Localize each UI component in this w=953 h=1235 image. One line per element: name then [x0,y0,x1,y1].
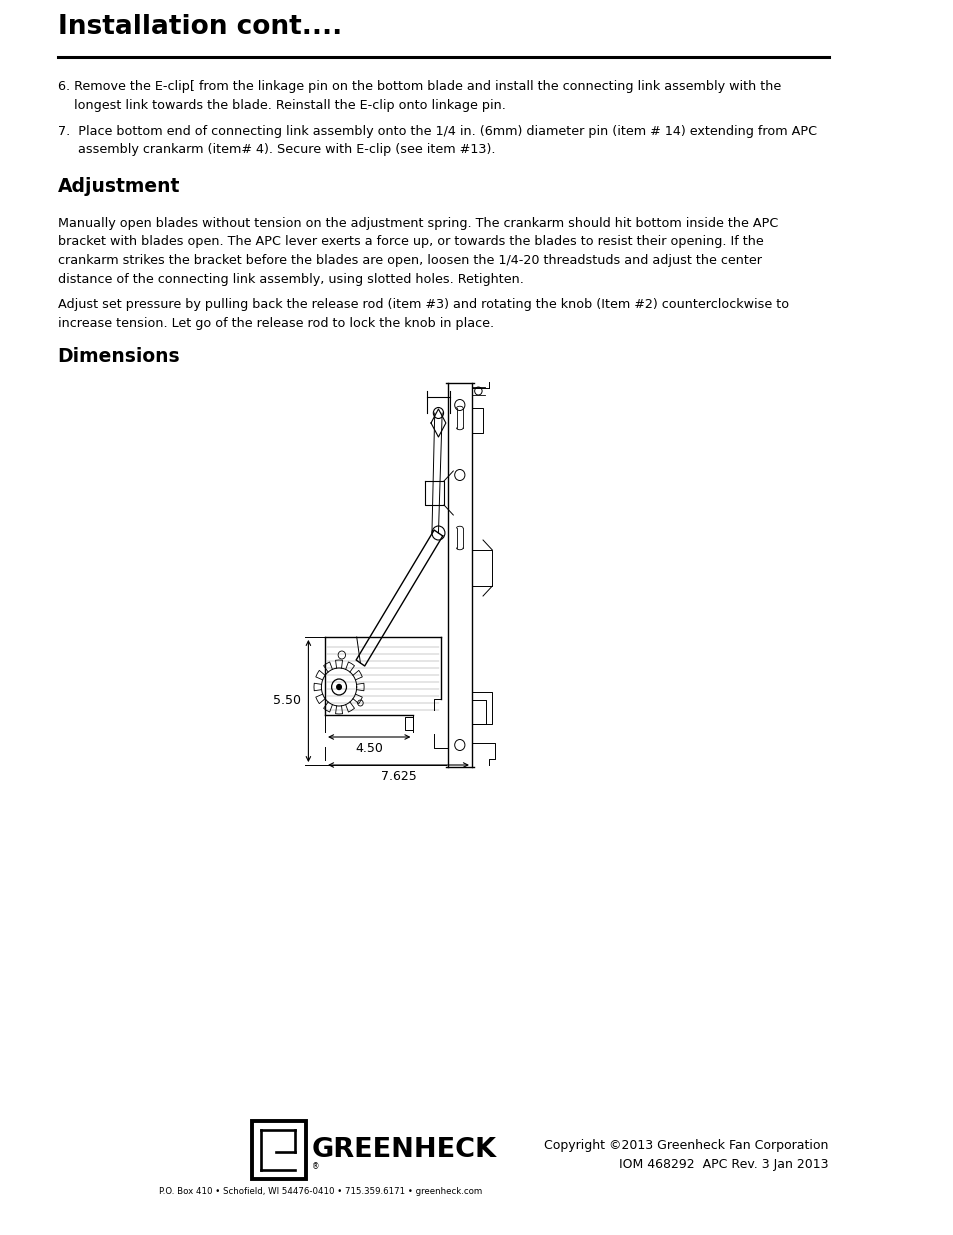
Circle shape [336,684,341,689]
Text: 7.625: 7.625 [380,769,416,783]
Text: Installation cont....: Installation cont.... [57,14,341,40]
Text: Adjust set pressure by pulling back the release rod (item #3) and rotating the k: Adjust set pressure by pulling back the … [57,298,788,330]
Text: Dimensions: Dimensions [57,347,180,366]
Text: 6. Remove the E-clip[ from the linkage pin on the bottom blade and install the c: 6. Remove the E-clip[ from the linkage p… [57,80,780,111]
Text: Adjustment: Adjustment [57,177,180,196]
Bar [255,1125,301,1174]
Text: ®: ® [312,1162,319,1171]
Text: P.O. Box 410 • Schofield, WI 54476-0410 • 715.359.6171 • greenheck.com: P.O. Box 410 • Schofield, WI 54476-0410 … [159,1187,481,1195]
Text: 5.50: 5.50 [273,694,300,708]
Text: Manually open blades without tension on the adjustment spring. The crankarm shou: Manually open blades without tension on … [57,217,777,285]
Text: Copyright ©2013 Greenheck Fan Corporation
IOM 468292  APC Rev. 3 Jan 2013: Copyright ©2013 Greenheck Fan Corporatio… [543,1139,828,1171]
Text: 4.50: 4.50 [355,742,383,755]
Text: GREENHECK: GREENHECK [311,1137,496,1163]
Bar [252,1121,305,1179]
Text: 7.  Place bottom end of connecting link assembly onto the 1/4 in. (6mm) diameter: 7. Place bottom end of connecting link a… [57,125,816,157]
